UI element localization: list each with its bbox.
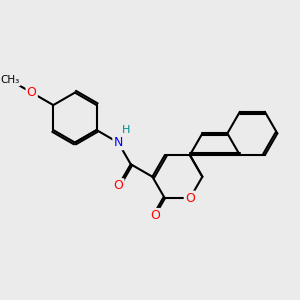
Text: H: H <box>122 124 130 135</box>
Text: O: O <box>27 86 37 99</box>
Text: N: N <box>113 136 123 149</box>
Text: O: O <box>113 179 123 192</box>
Text: CH₃: CH₃ <box>0 75 20 85</box>
Text: O: O <box>150 209 160 222</box>
Text: O: O <box>185 192 195 205</box>
